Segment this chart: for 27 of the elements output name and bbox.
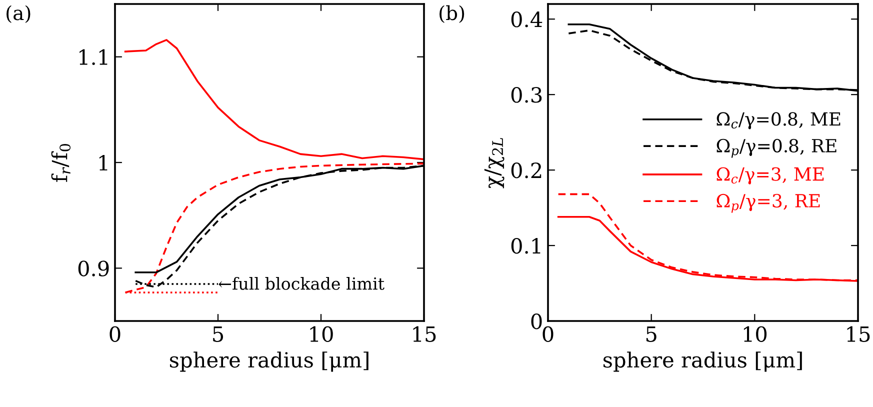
y-tick-label: 1 bbox=[99, 154, 108, 170]
y-axis-title: χ/χ$_{2L}$ bbox=[484, 138, 504, 188]
chart-title: (b) bbox=[440, 5, 464, 24]
y-tick-label: 0.4 bbox=[511, 12, 542, 28]
x-axis-title: sphere radius [μm] bbox=[170, 352, 368, 372]
chart-title: (a) bbox=[6, 5, 30, 24]
y-tick-label: 0.1 bbox=[511, 238, 540, 254]
x-tick-label: 10 bbox=[744, 326, 767, 342]
x-tick-label: 5 bbox=[213, 326, 224, 342]
x-tick-label: 0 bbox=[542, 326, 554, 342]
y-tick-label: 0.3 bbox=[511, 87, 542, 103]
y-tick-label: 0 bbox=[531, 313, 542, 330]
x-tick-label: 15 bbox=[413, 326, 436, 342]
y-tick-label: 1.1 bbox=[80, 49, 108, 66]
x-tick-label: 10 bbox=[310, 326, 333, 342]
y-tick-label: 0.9 bbox=[78, 260, 109, 276]
legend-label: Ω$_{p}$/γ=3, RE bbox=[716, 194, 820, 213]
y-tick-label: 0.2 bbox=[511, 162, 542, 178]
legend-label: Ω$_{c}$/γ=3, ME bbox=[716, 167, 824, 184]
x-axis-title: sphere radius [μm] bbox=[603, 352, 802, 372]
legend-label: Ω$_{p}$/γ=0.8, RE bbox=[716, 138, 836, 158]
x-tick-label: 15 bbox=[847, 326, 870, 342]
legend-label: Ω$_{c}$/γ=0.8, ME bbox=[716, 112, 840, 130]
x-tick-label: 5 bbox=[646, 326, 656, 342]
x-tick-label: 0 bbox=[110, 326, 120, 342]
y-axis-title: f$_{r}$/f$_{0}$ bbox=[51, 144, 71, 182]
annotation: ←full blockade limit bbox=[218, 277, 384, 290]
